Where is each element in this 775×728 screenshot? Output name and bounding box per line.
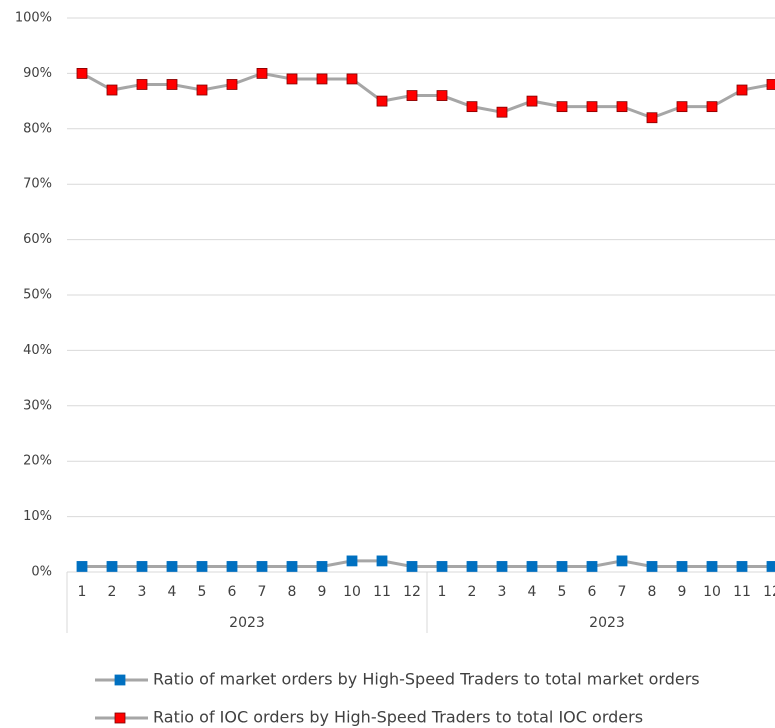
y-tick-label: 80% [23,121,52,136]
point-marker [136,79,148,90]
point-marker [706,101,718,113]
point-marker [196,84,208,96]
x-tick-label: 12 [403,584,421,600]
y-tick-label: 40% [23,343,52,358]
point-marker [406,90,418,101]
point-marker [676,101,688,113]
point-marker [226,79,238,90]
point-marker [556,101,568,113]
point-marker [496,106,508,118]
point-marker [616,101,628,113]
x-tick-label: 4 [528,584,537,600]
x-tick-label: 3 [138,584,147,600]
x-tick-label: 8 [288,584,297,600]
point-marker [736,561,748,572]
legend-marker [114,674,126,686]
x-tick-label: 9 [318,584,327,600]
series-line [82,559,772,568]
point-marker [316,73,328,85]
x-tick-label: 12 [763,584,775,600]
x-tick-label: 1 [438,584,447,600]
y-tick-label: 70% [23,177,52,192]
point-marker [376,95,388,107]
point-marker [226,561,238,572]
y-tick-label: 60% [23,232,52,247]
point-marker [286,561,298,572]
x-tick-label: 2 [108,584,117,600]
point-marker [196,561,208,572]
point-marker [526,95,538,107]
x-tick-label: 3 [498,584,507,600]
y-tick-label: 100% [15,11,52,26]
y-tick-label: 10% [23,509,52,524]
point-marker [376,555,388,567]
x-tick-label: 2 [468,584,477,600]
group-label: 2023 [229,615,265,631]
point-marker [76,561,88,572]
point-marker [286,73,298,85]
x-tick-label: 11 [733,584,751,600]
point-marker [106,561,118,572]
x-tick-label: 9 [678,584,687,600]
point-marker [436,90,448,101]
point-marker [616,555,628,567]
legend-label: Ratio of IOC orders by High-Speed Trader… [153,708,643,727]
point-marker [706,561,718,572]
group-label: 2023 [589,615,625,631]
x-tick-label: 4 [168,584,177,600]
point-marker [766,561,775,572]
point-marker [526,561,538,572]
legend-marker [114,712,126,724]
x-tick-label: 7 [618,584,627,600]
point-marker [106,84,118,96]
point-marker [346,555,358,567]
y-tick-label: 30% [23,398,52,413]
point-marker [586,101,598,113]
x-tick-label: 6 [228,584,237,600]
point-marker [556,561,568,572]
point-marker [316,561,328,572]
point-marker [166,561,178,572]
x-tick-label: 7 [258,584,267,600]
point-marker [436,561,448,572]
point-marker [406,561,418,572]
x-tick-label: 10 [703,584,721,600]
point-marker [586,561,598,572]
x-tick-label: 10 [343,584,361,600]
point-marker [466,561,478,572]
point-marker [136,561,148,572]
point-marker [646,112,658,124]
point-marker [466,101,478,113]
point-marker [766,79,775,90]
x-tick-label: 8 [648,584,657,600]
y-tick-label: 0% [31,565,52,580]
x-tick-label: 1 [78,584,87,600]
x-tick-label: 11 [373,584,391,600]
point-marker [76,68,88,79]
point-marker [676,561,688,572]
x-tick-label: 5 [558,584,567,600]
point-marker [256,68,268,79]
legend-label: Ratio of market orders by High-Speed Tra… [153,670,700,689]
point-marker [646,561,658,572]
x-tick-label: 6 [588,584,597,600]
point-marker [256,561,268,572]
point-marker [166,79,178,90]
y-tick-label: 90% [23,66,52,81]
y-tick-label: 20% [23,454,52,469]
y-tick-label: 50% [23,288,52,303]
x-tick-label: 5 [198,584,207,600]
series-line [81,71,773,120]
point-marker [736,84,748,96]
point-marker [496,561,508,572]
point-marker [346,73,358,85]
